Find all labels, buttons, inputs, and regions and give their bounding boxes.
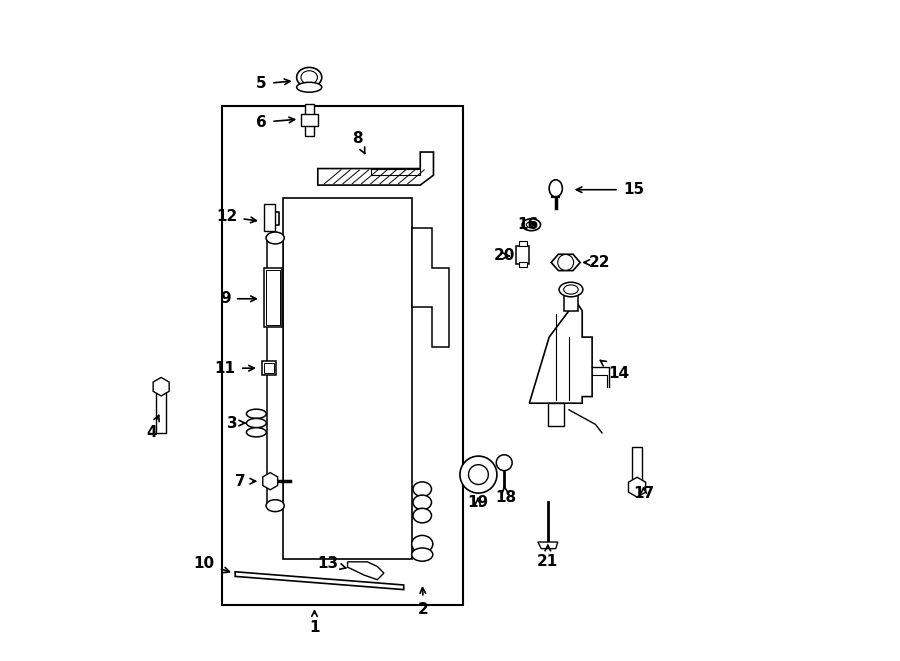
Text: 21: 21 (537, 545, 559, 569)
Ellipse shape (563, 285, 578, 294)
Bar (516, 246, 529, 264)
Ellipse shape (297, 82, 322, 92)
Ellipse shape (266, 232, 284, 244)
Polygon shape (347, 562, 384, 580)
Text: 15: 15 (576, 182, 644, 197)
Text: 5: 5 (256, 77, 290, 91)
Ellipse shape (522, 219, 541, 231)
Bar (156, 393, 166, 433)
Bar (264, 268, 282, 327)
Polygon shape (263, 473, 277, 490)
Text: 3: 3 (227, 416, 245, 430)
Bar (262, 361, 276, 375)
Ellipse shape (413, 482, 431, 496)
Text: 10: 10 (194, 556, 230, 572)
Ellipse shape (526, 221, 536, 227)
Text: 9: 9 (220, 292, 256, 306)
Ellipse shape (413, 508, 431, 523)
Ellipse shape (301, 71, 318, 84)
Ellipse shape (247, 409, 266, 418)
Polygon shape (538, 542, 558, 549)
Circle shape (558, 254, 573, 270)
Text: 1: 1 (310, 611, 320, 635)
Bar (264, 363, 274, 373)
Bar (284, 198, 412, 559)
Bar (264, 204, 275, 231)
Ellipse shape (559, 282, 583, 297)
Text: 4: 4 (146, 415, 159, 440)
Text: 19: 19 (467, 495, 489, 510)
Circle shape (460, 456, 497, 493)
Polygon shape (529, 301, 592, 403)
Polygon shape (628, 477, 645, 497)
Text: 16: 16 (518, 217, 538, 232)
Bar (267, 238, 284, 506)
Polygon shape (412, 228, 449, 347)
Bar (518, 262, 526, 267)
Ellipse shape (247, 418, 266, 428)
Ellipse shape (247, 428, 266, 437)
Text: 2: 2 (418, 588, 429, 617)
Bar (518, 241, 526, 246)
Ellipse shape (549, 180, 562, 197)
Bar (632, 447, 643, 486)
Ellipse shape (411, 548, 433, 561)
Circle shape (496, 455, 512, 471)
Text: 12: 12 (216, 210, 256, 224)
Text: 13: 13 (317, 556, 346, 570)
Polygon shape (318, 152, 434, 185)
Ellipse shape (413, 495, 431, 510)
Circle shape (469, 465, 489, 485)
Bar (302, 114, 319, 126)
Text: 8: 8 (352, 132, 365, 153)
Text: 11: 11 (215, 361, 255, 375)
Ellipse shape (297, 67, 322, 87)
Bar (563, 291, 578, 311)
Polygon shape (551, 254, 580, 270)
Text: 6: 6 (256, 115, 294, 130)
Ellipse shape (411, 535, 433, 553)
Text: 17: 17 (633, 486, 654, 501)
Text: 7: 7 (235, 474, 256, 488)
Polygon shape (371, 169, 420, 175)
Bar (222, 106, 464, 605)
Polygon shape (153, 377, 169, 396)
Polygon shape (235, 572, 404, 590)
Text: 14: 14 (600, 360, 629, 381)
Text: 22: 22 (584, 255, 610, 270)
Text: 20: 20 (493, 249, 515, 263)
Bar (305, 104, 314, 136)
Ellipse shape (266, 500, 284, 512)
Bar (266, 270, 280, 325)
Bar (548, 403, 564, 426)
Text: 18: 18 (495, 486, 516, 504)
